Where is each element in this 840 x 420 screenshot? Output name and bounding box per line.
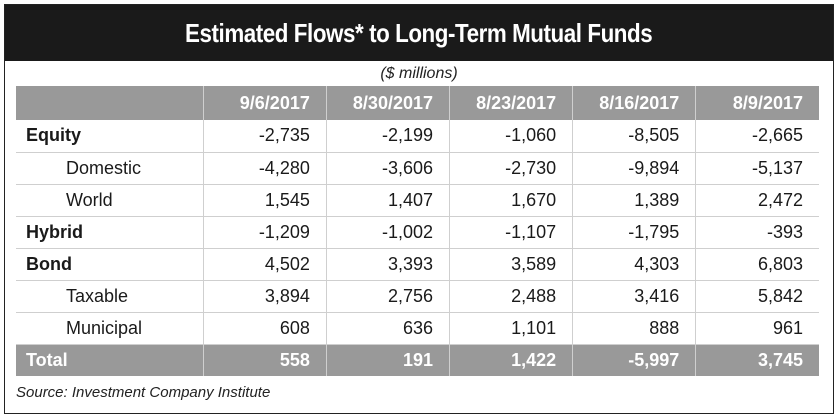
table-cell: -8,505: [572, 120, 697, 153]
table-row: Domestic -4,280 -3,606 -2,730 -9,894 -5,137: [16, 152, 819, 185]
row-label: Municipal: [16, 312, 204, 345]
table-cell: 3,393: [326, 248, 451, 281]
table-cell: 2,472: [695, 184, 819, 217]
total-cell: 191: [326, 344, 451, 376]
total-row: Total 558 191 1,422 -5,997 3,745: [16, 344, 819, 376]
table-subtitle: ($ millions): [380, 65, 458, 82]
total-cell: 558: [203, 344, 327, 376]
row-label: Equity: [16, 120, 204, 153]
table-cell: -2,735: [203, 120, 327, 153]
row-label: Domestic: [16, 152, 204, 185]
row-label: World: [16, 184, 204, 217]
table-cell: 1,389: [572, 184, 697, 217]
table-cell: 1,407: [326, 184, 451, 217]
flows-table: 9/6/2017 8/30/2017 8/23/2017 8/16/2017 8/9/2…: [16, 86, 819, 376]
title-bar: Estimated Flows* to Long-Term Mutual Fun…: [5, 5, 833, 61]
table-cell: -2,730: [449, 152, 574, 185]
table-cell: -2,665: [695, 120, 819, 153]
table-row: Hybrid -1,209 -1,002 -1,107 -1,795 -393: [16, 216, 819, 249]
table-cell: -1,209: [203, 216, 327, 249]
total-cell: -5,997: [572, 344, 697, 376]
total-cell: 3,745: [695, 344, 819, 376]
table-row: Bond 4,502 3,393 3,589 4,303 6,803: [16, 248, 819, 281]
row-label: Hybrid: [16, 216, 204, 249]
column-header: 8/30/2017: [326, 86, 451, 120]
table-body: Equity -2,735 -2,199 -1,060 -8,505 -2,665 Dome…: [16, 120, 819, 345]
table-title: Estimated Flows* to Long-Term Mutual Fun…: [185, 17, 653, 48]
table-cell: 1,545: [203, 184, 327, 217]
table-cell: -4,280: [203, 152, 327, 185]
column-header: 8/9/2017: [695, 86, 819, 120]
column-header: 8/16/2017: [572, 86, 697, 120]
row-label: Bond: [16, 248, 204, 281]
table-cell: -3,606: [326, 152, 451, 185]
table-cell: 1,101: [449, 312, 574, 345]
table-cell: 636: [326, 312, 451, 345]
table-cell: 3,416: [572, 280, 697, 313]
table-cell: 2,488: [449, 280, 574, 313]
column-header: 9/6/2017: [203, 86, 327, 120]
table-cell: 4,303: [572, 248, 697, 281]
table-cell: -1,060: [449, 120, 574, 153]
table-cell: -1,002: [326, 216, 451, 249]
column-header: 8/23/2017: [449, 86, 574, 120]
total-cell: 1,422: [449, 344, 574, 376]
table-row: World 1,545 1,407 1,670 1,389 2,472: [16, 184, 819, 217]
table-cell: -5,137: [695, 152, 819, 185]
table-cell: 3,894: [203, 280, 327, 313]
source-note: Source: Investment Company Institute: [16, 384, 271, 401]
header-corner: [16, 86, 204, 120]
table-row: Taxable 3,894 2,756 2,488 3,416 5,842: [16, 280, 819, 313]
header-row: 9/6/2017 8/30/2017 8/23/2017 8/16/2017 8/9/2…: [16, 86, 819, 120]
table-row: Equity -2,735 -2,199 -1,060 -8,505 -2,665: [16, 120, 819, 153]
table-cell: 888: [572, 312, 697, 345]
table-cell: -1,107: [449, 216, 574, 249]
row-label: Taxable: [16, 280, 204, 313]
table-cell: 3,589: [449, 248, 574, 281]
table-row: Municipal 608 636 1,101 888 961: [16, 312, 819, 345]
table-cell: 961: [695, 312, 819, 345]
table-cell: -1,795: [572, 216, 697, 249]
table-cell: -2,199: [326, 120, 451, 153]
table-cell: -9,894: [572, 152, 697, 185]
table-cell: 608: [203, 312, 327, 345]
table-cell: -393: [695, 216, 819, 249]
table-cell: 1,670: [449, 184, 574, 217]
table-cell: 6,803: [695, 248, 819, 281]
table-cell: 5,842: [695, 280, 819, 313]
total-label: Total: [16, 344, 204, 376]
table-cell: 4,502: [203, 248, 327, 281]
table-cell: 2,756: [326, 280, 451, 313]
